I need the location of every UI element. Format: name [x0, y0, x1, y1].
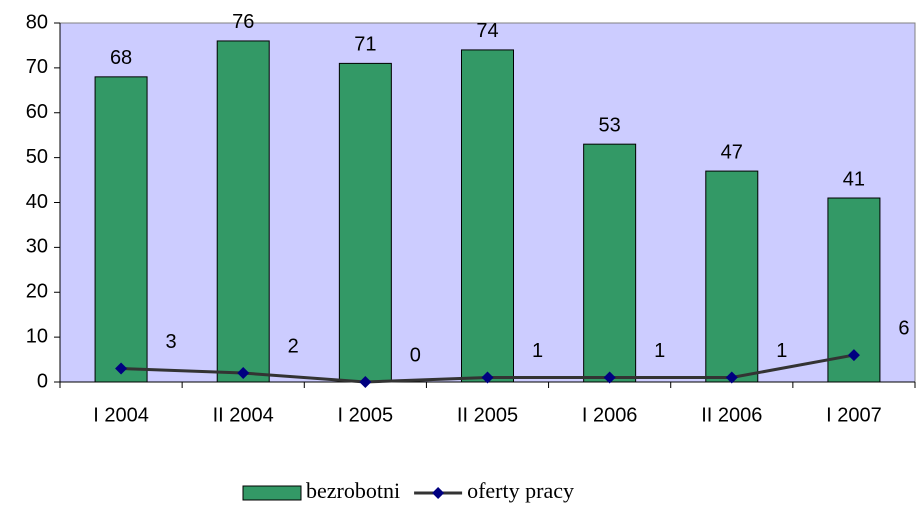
line-value-label: 6: [898, 317, 909, 339]
y-tick-label: 50: [26, 146, 48, 168]
line-marker: [603, 371, 616, 384]
legend-marker: [432, 487, 445, 499]
line-value-label: 3: [166, 331, 177, 353]
bar-value-label: 41: [843, 168, 865, 190]
bar: [461, 49, 514, 383]
line-marker: [481, 371, 494, 384]
y-tick-label: 20: [26, 281, 48, 303]
y-tick-label: 80: [26, 11, 48, 33]
bar-value-label: 71: [354, 34, 376, 56]
bar: [583, 143, 637, 383]
y-tick-label: 40: [26, 191, 48, 213]
bar-value-label: 53: [599, 114, 621, 136]
legend-label: oferty pracy: [467, 478, 574, 503]
line-marker: [115, 362, 128, 375]
y-tick-label: 0: [37, 370, 48, 392]
bar-value-label: 74: [476, 20, 498, 42]
x-tick-label: I 2006: [582, 404, 638, 426]
bar-value-label: 68: [110, 47, 132, 69]
y-tick-label: 70: [26, 56, 48, 78]
bar: [338, 62, 392, 383]
bar: [216, 40, 270, 383]
legend: bezrobotni oferty pracy: [242, 478, 574, 503]
x-tick-label: II 2005: [457, 404, 518, 426]
line-marker: [847, 349, 860, 362]
bar-value-label: 76: [232, 11, 254, 33]
bar-value-label: 47: [721, 141, 743, 163]
x-tick-label: I 2005: [338, 404, 394, 426]
y-tick-label: 60: [26, 101, 48, 123]
x-tick-label: I 2007: [826, 404, 882, 426]
line-value-label: 1: [776, 340, 787, 362]
x-tick-label: II 2004: [213, 404, 274, 426]
line-value-label: 1: [654, 340, 665, 362]
line-value-label: 2: [288, 335, 299, 357]
line-value-label: 1: [532, 340, 543, 362]
legend-swatch: [242, 485, 302, 501]
legend-label: bezrobotni: [306, 478, 400, 503]
bar: [705, 170, 759, 383]
line-value-label: 0: [410, 344, 421, 366]
line-marker: [725, 371, 738, 384]
y-tick-label: 30: [26, 236, 48, 258]
x-tick-label: I 2004: [93, 404, 149, 426]
x-tick-label: II 2006: [701, 404, 762, 426]
line-marker: [359, 376, 372, 388]
y-tick-label: 10: [26, 325, 48, 347]
bar: [94, 76, 148, 383]
line-marker: [237, 367, 250, 380]
